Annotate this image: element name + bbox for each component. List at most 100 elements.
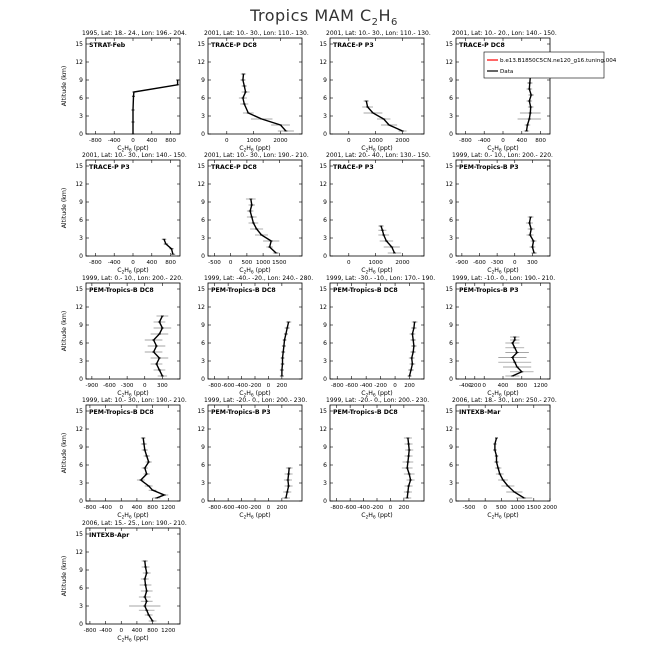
x-tick-label: -600 [344, 505, 357, 511]
y-axis-label: Altitude (km) [61, 66, 68, 107]
legend-model-label: b.e13.B1850C5CN.ne120_g16.tuning.004 [500, 58, 617, 64]
x-tick-label: 1000 [247, 138, 262, 144]
subplot-3: 2001, Lat: 10.- 30., Lon: 110.- 130. TRAC… [319, 30, 431, 153]
data-profile-line [281, 321, 290, 376]
subplot-1: 1995, Lat: 18.- 24., Lon: 196.- 204. STRA… [61, 30, 187, 153]
y-tick-label: 9 [79, 322, 83, 329]
y-tick-label: 9 [449, 199, 453, 206]
plot-frame [207, 282, 303, 380]
x-axis-label: C2H6 (ppt) [239, 145, 270, 153]
x-tick-label: 400 [146, 138, 157, 144]
y-tick-label: 12 [445, 304, 453, 311]
y-tick-label: 15 [319, 408, 327, 415]
subplot-7: 2001, Lat: 20.- 40., Lon: 130.- 150. TRAC… [319, 152, 431, 275]
x-tick-label: 1500 [272, 260, 287, 266]
x-tick-label: -800 [208, 505, 221, 511]
figure-title: Tropics MAM C2H6 [250, 6, 398, 29]
x-axis-label: C2H6 (ppt) [487, 267, 518, 275]
x-tick-label: 1000 [256, 260, 271, 266]
x-tick-label: 0 [347, 138, 351, 144]
y-tick-label: 3 [323, 235, 327, 242]
y-tick-label: 12 [445, 59, 453, 66]
x-tick-label: 0 [267, 505, 271, 511]
y-tick-label: 9 [323, 199, 327, 206]
x-tick-label: -300 [121, 383, 134, 389]
y-tick-label: 9 [323, 444, 327, 451]
subplot-header: 2001, Lat: 10.- 30., Lon: 140.- 150. [82, 152, 187, 159]
y-tick-label: 15 [319, 163, 327, 170]
y-tick-label: 3 [79, 480, 83, 487]
x-tick-label: 0 [483, 505, 487, 511]
y-tick-label: 3 [201, 113, 205, 120]
x-tick-label: 0 [131, 138, 135, 144]
data-profile-line [139, 437, 167, 499]
y-tick-label: 3 [449, 113, 453, 120]
y-tick-label: 12 [75, 549, 83, 556]
y-tick-label: 6 [79, 462, 83, 469]
data-profile-line [163, 238, 174, 255]
subplot-header: 1999, Lat: -20.- 0., Lon: 200.- 230. [326, 397, 429, 404]
y-axis-label: Altitude (km) [61, 433, 68, 474]
y-tick-label: 12 [75, 426, 83, 433]
y-tick-label: 9 [201, 199, 205, 206]
y-tick-label: 0 [79, 131, 83, 138]
subplot-header: 2001, Lat: 10.- 30., Lon: 110.- 130. [326, 30, 431, 37]
y-tick-label: 3 [201, 480, 205, 487]
panel-label: PEM-Tropics-B P3 [459, 164, 519, 171]
x-tick-label: 400 [146, 260, 157, 266]
subplot-header: 2006, Lat: 18.- 30., Lon: 250.- 270. [452, 397, 557, 404]
subplot-header: 2006, Lat: 15.- 25., Lon: 190.- 210. [82, 520, 187, 527]
y-tick-label: 6 [79, 585, 83, 592]
panel-label: TRACE-P P3 [333, 42, 374, 49]
y-tick-label: 15 [197, 286, 205, 293]
y-tick-label: 3 [79, 235, 83, 242]
y-tick-label: 6 [79, 95, 83, 102]
x-tick-label: -400 [99, 505, 112, 511]
x-axis-label: C2H6 (ppt) [487, 145, 518, 153]
x-tick-label: -200 [249, 505, 262, 511]
subplot-header: 2001, Lat: 10.- 30., Lon: 110.- 130. [204, 30, 309, 37]
subplot-15: 1999, Lat: -20.- 0., Lon: 200.- 230. PEM-… [319, 397, 429, 520]
y-tick-label: 12 [319, 426, 327, 433]
x-tick-label: 200 [404, 383, 415, 389]
subplot-header: 1995, Lat: 18.- 24., Lon: 196.- 204. [82, 30, 187, 37]
y-tick-label: 9 [201, 77, 205, 84]
y-tick-label: 6 [201, 462, 205, 469]
x-tick-label: -200 [468, 383, 481, 389]
x-tick-label: -600 [345, 383, 358, 389]
y-tick-label: 9 [79, 77, 83, 84]
plot-frame [329, 159, 425, 257]
y-tick-label: 6 [323, 217, 327, 224]
x-tick-label: -400 [235, 383, 248, 389]
x-tick-label: 300 [157, 383, 168, 389]
y-tick-label: 6 [323, 95, 327, 102]
subplot-9: 1999, Lat: 0.- 10., Lon: 200.- 220. PEM-T… [61, 275, 183, 398]
x-tick-label: 0 [267, 383, 271, 389]
y-tick-label: 15 [197, 408, 205, 415]
plot-frame [207, 37, 303, 135]
plot-frame [329, 37, 425, 135]
x-tick-label: 0 [143, 383, 147, 389]
y-tick-label: 15 [445, 286, 453, 293]
y-tick-label: 0 [79, 253, 83, 260]
x-tick-label: 800 [516, 383, 527, 389]
y-tick-label: 12 [445, 426, 453, 433]
subplot-header: 1999, Lat: 0.- 10., Lon: 200.- 220. [82, 275, 183, 282]
x-tick-label: -800 [330, 505, 343, 511]
panel-label: PEM-Tropics-B DC8 [89, 287, 154, 294]
plot-frame [455, 404, 551, 502]
x-axis-label: C2H6 (ppt) [117, 512, 148, 520]
y-tick-label: 0 [201, 253, 205, 260]
x-tick-label: -500 [463, 505, 476, 511]
x-axis-label: C2H6 (ppt) [487, 390, 518, 398]
y-tick-label: 0 [449, 376, 453, 383]
y-tick-label: 15 [445, 408, 453, 415]
y-tick-label: 9 [79, 199, 83, 206]
y-tick-label: 6 [449, 217, 453, 224]
y-axis-label: Altitude (km) [61, 188, 68, 229]
x-tick-label: -400 [108, 260, 121, 266]
y-tick-label: 6 [449, 95, 453, 102]
legend-box [483, 51, 605, 79]
x-tick-label: 400 [516, 138, 527, 144]
